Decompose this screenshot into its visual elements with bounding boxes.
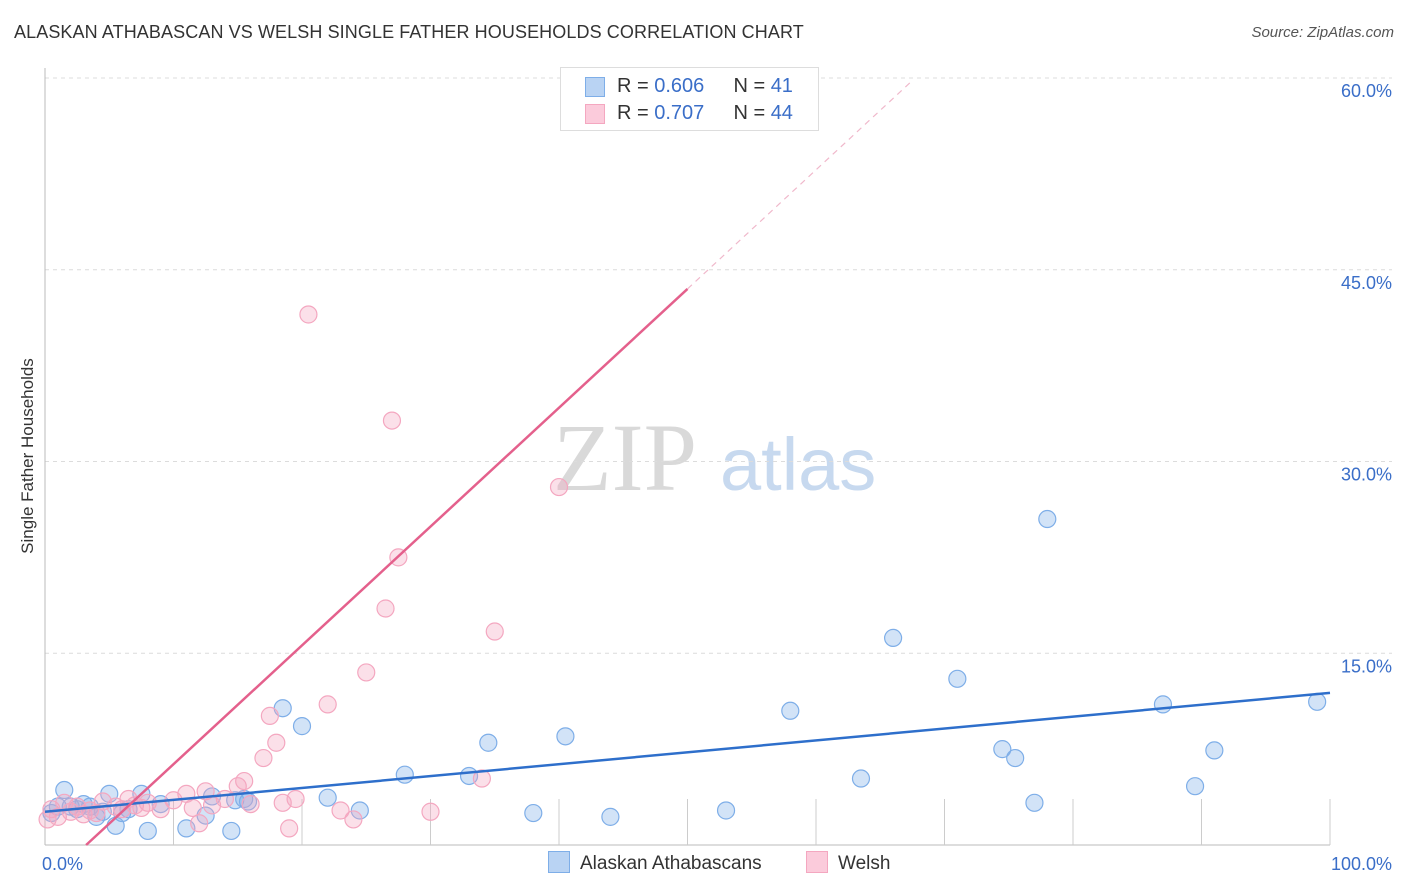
welsh-point-42 xyxy=(472,769,491,788)
athabascan-point-42 xyxy=(1153,695,1173,714)
athabascan-point-35 xyxy=(851,769,871,788)
welsh-point-43 xyxy=(485,622,504,641)
chart-title: ALASKAN ATHABASCAN VS WELSH SINGLE FATHE… xyxy=(14,22,804,42)
athabascan-point-30 xyxy=(524,803,543,823)
welsh-point-28 xyxy=(260,706,279,725)
welsh-point-19 xyxy=(183,798,202,818)
welsh-point-25 xyxy=(235,771,254,791)
athabascan-point-27 xyxy=(395,765,414,784)
x-tick-label-0: 0.0% xyxy=(42,854,83,874)
welsh-trend-line xyxy=(85,288,689,846)
source-label: Source: ZipAtlas.com xyxy=(1251,24,1394,41)
legend-r-label-athabascan: R = xyxy=(617,75,655,97)
athabascan-point-25 xyxy=(318,788,337,807)
athabascan-point-38 xyxy=(993,740,1012,759)
athabascan-point-33 xyxy=(716,801,736,820)
y-tick-label-1: 30.0% xyxy=(1341,465,1392,485)
athabascan-point-24 xyxy=(292,717,312,736)
athabascan-point-45 xyxy=(1308,692,1327,711)
legend-r-welsh: 0.707 xyxy=(654,102,705,124)
stats-legend: R = 0.606 N = 41 R = 0.707 N = 44 xyxy=(560,67,819,131)
y-tick-label-2: 45.0% xyxy=(1341,273,1392,293)
athabascan-point-2 xyxy=(55,780,74,800)
athabascan-point-14 xyxy=(138,821,157,841)
legend-swatch-welsh xyxy=(585,104,605,124)
athabascan-trend-line xyxy=(44,691,1331,814)
legend-n-welsh: 44 xyxy=(770,102,793,124)
welsh-point-34 xyxy=(318,695,337,714)
welsh-point-33 xyxy=(299,305,318,324)
athabascan-point-36 xyxy=(883,628,903,648)
welsh-trend-extension xyxy=(687,80,913,290)
bottom-legend-label-welsh: Welsh xyxy=(838,853,891,874)
x-tick-label-1: 100.0% xyxy=(1331,854,1392,874)
welsh-point-35 xyxy=(331,801,350,820)
legend-n-label-athabascan: N = xyxy=(733,75,771,97)
legend-r-label-welsh: R = xyxy=(617,102,655,124)
welsh-point-32 xyxy=(286,789,305,809)
welsh-point-36 xyxy=(344,810,363,829)
welsh-point-8 xyxy=(87,803,106,823)
athabascan-point-31 xyxy=(556,727,575,746)
bottom-legend-welsh: Welsh xyxy=(806,851,890,875)
bottom-legend-swatch-athabascan xyxy=(548,851,570,873)
welsh-point-37 xyxy=(357,663,376,682)
welsh-point-31 xyxy=(280,819,299,838)
athabascan-point-39 xyxy=(1006,748,1025,768)
athabascan-point-19 xyxy=(222,821,241,841)
bottom-legend-label-athabascan: Alaskan Athabascans xyxy=(580,853,762,874)
welsh-point-23 xyxy=(215,789,234,809)
welsh-point-39 xyxy=(382,411,402,430)
welsh-point-41 xyxy=(421,802,440,821)
athabascan-point-29 xyxy=(479,733,498,752)
watermark-atlas: atlas xyxy=(720,423,876,506)
athabascan-point-26 xyxy=(350,801,369,820)
welsh-point-38 xyxy=(376,599,395,618)
y-tick-label-3: 60.0% xyxy=(1341,81,1392,101)
bottom-legend-swatch-welsh xyxy=(806,851,828,873)
athabascan-point-40 xyxy=(1025,793,1044,812)
welsh-point-20 xyxy=(190,814,209,833)
athabascan-point-34 xyxy=(781,701,800,720)
welsh-point-44 xyxy=(549,477,569,497)
legend-n-label-welsh: N = xyxy=(733,102,771,124)
watermark-zip: ZIP xyxy=(553,404,697,511)
athabascan-point-44 xyxy=(1205,741,1224,760)
welsh-point-29 xyxy=(267,733,286,752)
athabascan-point-37 xyxy=(948,669,967,688)
legend-r-athabascan: 0.606 xyxy=(654,75,705,97)
athabascan-point-43 xyxy=(1185,777,1205,796)
welsh-point-26 xyxy=(241,794,260,814)
bottom-legend-athabascan: Alaskan Athabascans xyxy=(548,851,762,875)
welsh-point-27 xyxy=(254,748,273,768)
legend-n-athabascan: 41 xyxy=(770,75,793,97)
athabascan-point-32 xyxy=(601,807,620,826)
y-tick-label-0: 15.0% xyxy=(1341,656,1392,676)
legend-swatch-athabascan xyxy=(585,77,605,97)
athabascan-point-41 xyxy=(1038,509,1057,529)
